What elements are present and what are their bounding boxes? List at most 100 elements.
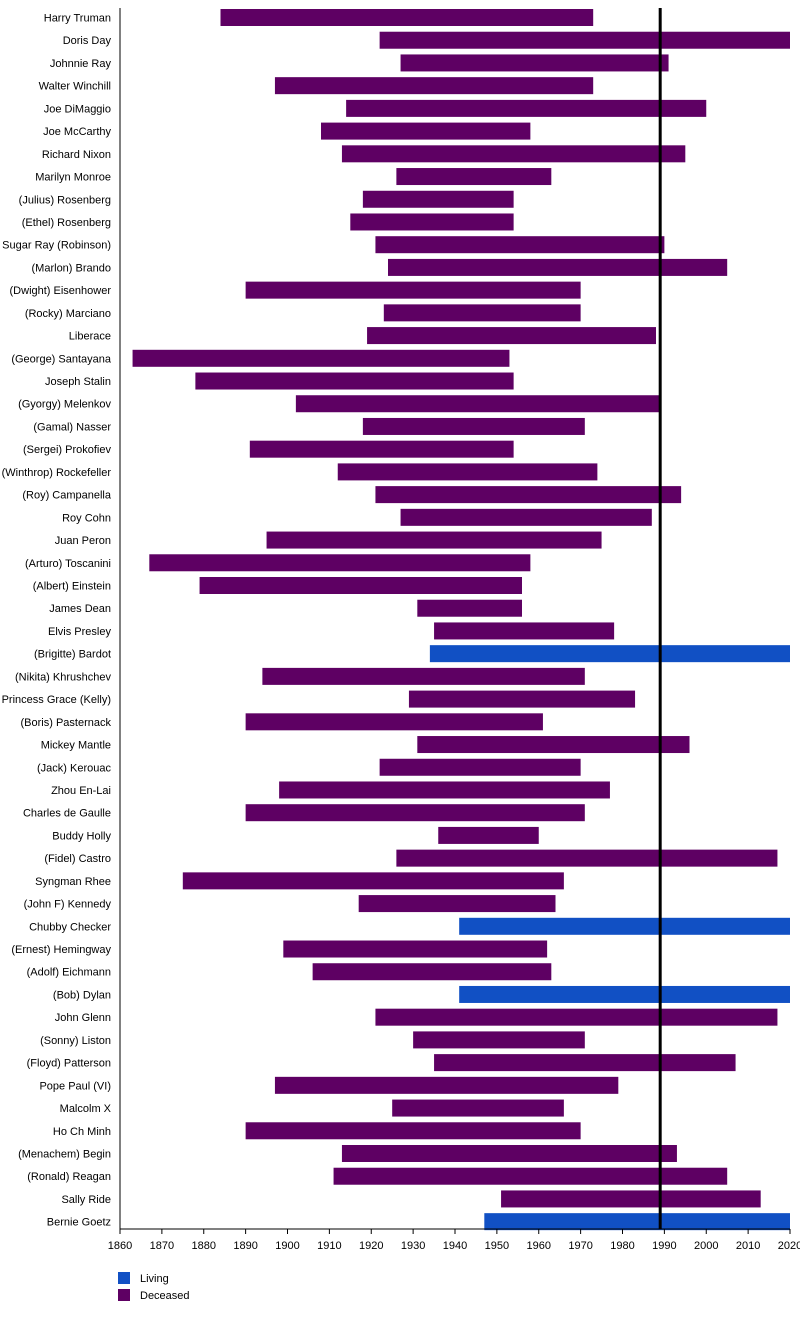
bar-18 bbox=[362, 417, 585, 435]
bar-36 bbox=[438, 826, 539, 844]
category-label: Joseph Stalin bbox=[45, 376, 111, 388]
category-label: (Marlon) Brando bbox=[32, 262, 111, 274]
bar-31 bbox=[245, 713, 543, 731]
bar-2 bbox=[400, 54, 669, 72]
x-tick-label: 1870 bbox=[150, 1240, 174, 1252]
category-label: Joe McCarthy bbox=[43, 126, 111, 138]
category-labels-group: Harry Truman Doris Day Johnnie Ray Walter W… bbox=[2, 13, 112, 1229]
legend-swatch-living bbox=[118, 1272, 130, 1284]
bar-52 bbox=[501, 1190, 761, 1208]
category-label: Doris Day bbox=[63, 35, 112, 47]
x-tick-label: 1920 bbox=[359, 1240, 383, 1252]
bars-group bbox=[132, 9, 790, 1231]
category-label: John Glenn bbox=[55, 1012, 111, 1024]
legend-label-deceased: Deceased bbox=[140, 1290, 190, 1302]
bar-43 bbox=[459, 985, 790, 1003]
category-label: Syngman Rhee bbox=[35, 876, 111, 888]
x-tick-label: 2020 bbox=[778, 1240, 800, 1252]
bar-35 bbox=[245, 804, 585, 822]
category-label: (Ronald) Reagan bbox=[27, 1171, 111, 1183]
category-label: (Julius) Rosenberg bbox=[19, 194, 111, 206]
category-label: (Gamal) Nasser bbox=[33, 421, 111, 433]
bar-30 bbox=[408, 690, 636, 708]
bar-28 bbox=[429, 645, 790, 663]
bar-50 bbox=[341, 1145, 677, 1162]
x-tick-label: 1980 bbox=[610, 1240, 634, 1252]
x-ticks-group: 1860 1870 1880 1890 1900 1910 1920 1930 1940 1950… bbox=[108, 1229, 800, 1252]
category-label: (Menachem) Begin bbox=[18, 1149, 111, 1161]
legend: Living Deceased bbox=[118, 1272, 190, 1302]
bar-17 bbox=[295, 395, 661, 413]
category-label: (Sonny) Liston bbox=[40, 1035, 111, 1047]
category-label: Bernie Goetz bbox=[47, 1217, 111, 1229]
category-label: (Sergei) Prokofiev bbox=[23, 444, 112, 456]
category-label: (Adolf) Eichmann bbox=[27, 967, 111, 979]
x-tick-label: 1970 bbox=[568, 1240, 592, 1252]
bar-39 bbox=[358, 895, 556, 913]
bar-3 bbox=[274, 77, 594, 95]
category-label: Mickey Mantle bbox=[41, 740, 111, 752]
category-label: Ho Ch Minh bbox=[53, 1126, 111, 1138]
category-label: Marilyn Monroe bbox=[35, 172, 111, 184]
bar-12 bbox=[245, 281, 581, 299]
category-label: (Dwight) Eisenhower bbox=[10, 285, 112, 297]
bar-1 bbox=[379, 31, 790, 49]
category-label: (Bob) Dylan bbox=[53, 989, 111, 1001]
x-tick-label: 1900 bbox=[275, 1240, 299, 1252]
category-label: Charles de Gaulle bbox=[23, 808, 111, 820]
bar-7 bbox=[396, 168, 552, 186]
bar-0 bbox=[220, 9, 594, 26]
bar-11 bbox=[388, 258, 728, 276]
category-label: (George) Santayana bbox=[11, 353, 112, 365]
category-label: (Floyd) Patterson bbox=[27, 1058, 111, 1070]
bar-10 bbox=[375, 236, 665, 254]
bar-40 bbox=[459, 917, 790, 935]
category-label: Roy Cohn bbox=[62, 512, 111, 524]
category-label: Richard Nixon bbox=[42, 149, 111, 161]
category-label: (Gyorgy) Melenkov bbox=[18, 399, 111, 411]
bar-45 bbox=[413, 1031, 585, 1049]
bar-8 bbox=[362, 190, 514, 208]
x-tick-label: 1880 bbox=[192, 1240, 216, 1252]
category-label: (Fidel) Castro bbox=[44, 853, 111, 865]
bar-49 bbox=[245, 1122, 581, 1140]
bar-9 bbox=[350, 213, 514, 231]
x-tick-label: 1930 bbox=[401, 1240, 425, 1252]
category-label: Elvis Presley bbox=[48, 626, 111, 638]
bar-41 bbox=[283, 940, 548, 958]
bar-14 bbox=[367, 327, 656, 345]
x-tick-label: 1990 bbox=[652, 1240, 676, 1252]
category-label: Walter Winchill bbox=[39, 81, 111, 93]
x-tick-label: 2010 bbox=[736, 1240, 760, 1252]
x-tick-label: 2000 bbox=[694, 1240, 718, 1252]
bar-33 bbox=[379, 758, 581, 776]
category-label: Chubby Checker bbox=[29, 921, 111, 933]
bar-4 bbox=[346, 99, 707, 117]
x-tick-label: 1960 bbox=[527, 1240, 551, 1252]
category-label: Princess Grace (Kelly) bbox=[2, 694, 111, 706]
category-label: (Winthrop) Rockefeller bbox=[2, 467, 112, 479]
category-label: Buddy Holly bbox=[52, 830, 111, 842]
category-label: Sally Ride bbox=[61, 1194, 111, 1206]
category-label: (Roy) Campanella bbox=[22, 490, 112, 502]
category-label: Harry Truman bbox=[44, 13, 111, 25]
bar-24 bbox=[149, 554, 531, 572]
x-tick-label: 1890 bbox=[233, 1240, 257, 1252]
x-tick-label: 1910 bbox=[317, 1240, 341, 1252]
bar-5 bbox=[321, 122, 531, 140]
bar-38 bbox=[182, 872, 564, 890]
category-label: (Boris) Pasternack bbox=[21, 717, 112, 729]
category-label: (Jack) Kerouac bbox=[37, 762, 111, 774]
category-label: (Rocky) Marciano bbox=[25, 308, 111, 320]
bar-48 bbox=[392, 1099, 564, 1117]
bar-44 bbox=[375, 1008, 778, 1026]
bar-53 bbox=[484, 1213, 790, 1231]
category-label: Liberace bbox=[69, 331, 111, 343]
legend-swatch-deceased bbox=[118, 1289, 130, 1301]
bar-23 bbox=[266, 531, 602, 549]
category-label: Malcolm X bbox=[60, 1103, 112, 1115]
category-label: James Dean bbox=[49, 603, 111, 615]
category-label: Pope Paul (VI) bbox=[39, 1080, 111, 1092]
bar-32 bbox=[417, 736, 690, 754]
bar-16 bbox=[195, 372, 514, 390]
